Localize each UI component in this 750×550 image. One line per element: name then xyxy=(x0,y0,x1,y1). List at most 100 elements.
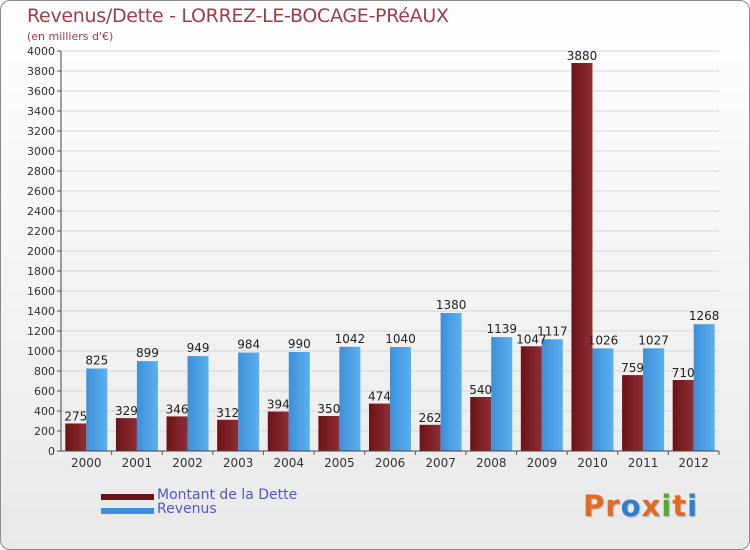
value-label-revenus: 899 xyxy=(136,346,159,360)
value-label-revenus: 1042 xyxy=(335,332,366,346)
value-label-dette: 474 xyxy=(368,390,391,404)
legend-swatch-revenus xyxy=(101,508,154,514)
x-tick-label: 2003 xyxy=(223,456,254,470)
value-label-dette: 540 xyxy=(469,383,492,397)
y-tick-label: 0 xyxy=(48,445,55,458)
chart-subtitle: (en milliers d'€) xyxy=(27,30,114,43)
bar-revenus xyxy=(288,352,310,451)
value-label-dette: 312 xyxy=(216,406,239,420)
value-label-dette: 710 xyxy=(672,366,695,380)
legend-swatch-dette xyxy=(101,494,154,500)
logo-letter: i xyxy=(661,489,673,523)
y-tick-label: 400 xyxy=(34,405,55,418)
bar-revenus xyxy=(136,361,158,451)
logo-letter: i xyxy=(687,489,699,523)
y-tick-label: 800 xyxy=(34,365,55,378)
value-label-revenus: 984 xyxy=(237,338,260,352)
x-tick-label: 2008 xyxy=(476,456,507,470)
value-label-dette: 329 xyxy=(115,404,138,418)
y-tick-label: 2800 xyxy=(27,165,55,178)
value-label-dette: 759 xyxy=(621,361,644,375)
x-tick-label: 2000 xyxy=(71,456,102,470)
logo-letter: t xyxy=(672,489,688,523)
bar-revenus xyxy=(693,324,715,451)
x-tick-label: 2011 xyxy=(628,456,659,470)
legend-label-dette: Montant de la Dette xyxy=(157,487,298,503)
y-tick-label: 200 xyxy=(34,425,55,438)
value-label-revenus: 1139 xyxy=(486,322,517,336)
y-tick-label: 1600 xyxy=(27,285,55,298)
x-tick-label: 2009 xyxy=(527,456,558,470)
y-tick-label: 3200 xyxy=(27,125,55,138)
value-label-dette: 394 xyxy=(267,398,290,412)
y-tick-label: 3000 xyxy=(27,145,55,158)
y-tick-label: 2400 xyxy=(27,205,55,218)
value-label-dette: 1047 xyxy=(516,332,547,346)
x-tick-label: 2012 xyxy=(678,456,709,470)
logo-letter: x xyxy=(641,489,662,523)
logo-letter: o xyxy=(620,489,642,523)
bar-dette xyxy=(115,418,137,451)
y-tick-label: 1000 xyxy=(27,345,55,358)
value-label-dette: 275 xyxy=(64,410,87,424)
value-label-revenus: 825 xyxy=(85,354,108,368)
y-tick-label: 3400 xyxy=(27,105,55,118)
bar-revenus xyxy=(643,348,665,451)
value-label-revenus: 1027 xyxy=(638,333,669,347)
value-label-revenus: 990 xyxy=(288,337,311,351)
value-label-dette: 262 xyxy=(419,411,442,425)
bar-dette xyxy=(166,416,188,451)
bar-dette xyxy=(672,380,694,451)
bar-dette xyxy=(267,411,289,451)
bar-dette xyxy=(65,423,87,451)
y-tick-label: 3600 xyxy=(27,85,55,98)
y-tick-label: 1400 xyxy=(27,305,55,318)
value-label-revenus: 949 xyxy=(187,341,210,355)
value-label-dette: 346 xyxy=(166,402,189,416)
bar-revenus xyxy=(491,337,513,451)
value-label-revenus: 1380 xyxy=(436,298,467,312)
x-tick-label: 2010 xyxy=(577,456,608,470)
bar-dette xyxy=(520,346,542,451)
x-tick-label: 2002 xyxy=(172,456,203,470)
bar-dette xyxy=(318,416,340,451)
y-tick-label: 4000 xyxy=(27,45,55,58)
bar-dette xyxy=(470,397,492,451)
bar-revenus xyxy=(339,346,361,451)
y-tick-label: 2600 xyxy=(27,185,55,198)
value-label-revenus: 1268 xyxy=(689,309,720,323)
bar-dette xyxy=(419,424,441,451)
bar-revenus xyxy=(592,348,614,451)
y-tick-label: 1200 xyxy=(27,325,55,338)
x-tick-label: 2006 xyxy=(375,456,406,470)
x-tick-label: 2007 xyxy=(425,456,456,470)
x-tick-label: 2004 xyxy=(273,456,304,470)
proxiti-logo: Proxiti xyxy=(583,489,698,523)
x-tick-label: 2005 xyxy=(324,456,355,470)
bar-revenus xyxy=(440,313,462,451)
bar-dette xyxy=(622,375,644,451)
y-tick-label: 1800 xyxy=(27,265,55,278)
bar-revenus xyxy=(390,347,411,451)
bar-dette xyxy=(369,403,390,451)
y-tick-label: 3800 xyxy=(27,65,55,78)
y-tick-label: 600 xyxy=(34,385,55,398)
logo-letter: P xyxy=(583,489,606,523)
y-tick-label: 2000 xyxy=(27,245,55,258)
value-label-dette: 3880 xyxy=(567,49,598,63)
value-label-dette: 350 xyxy=(317,402,340,416)
bar-revenus xyxy=(86,368,108,451)
legend-label-revenus: Revenus xyxy=(157,501,217,517)
value-label-revenus: 1117 xyxy=(537,324,568,338)
bar-revenus xyxy=(238,352,260,451)
bar-dette xyxy=(217,419,239,451)
logo-letter: r xyxy=(605,489,621,523)
y-tick-label: 2200 xyxy=(27,225,55,238)
bar-dette xyxy=(571,63,593,451)
x-tick-label: 2001 xyxy=(122,456,153,470)
chart-title: Revenus/Dette - LORREZ-LE-BOCAGE-PRéAUX xyxy=(27,5,449,27)
value-label-revenus: 1026 xyxy=(588,333,619,347)
bar-revenus xyxy=(541,339,563,451)
